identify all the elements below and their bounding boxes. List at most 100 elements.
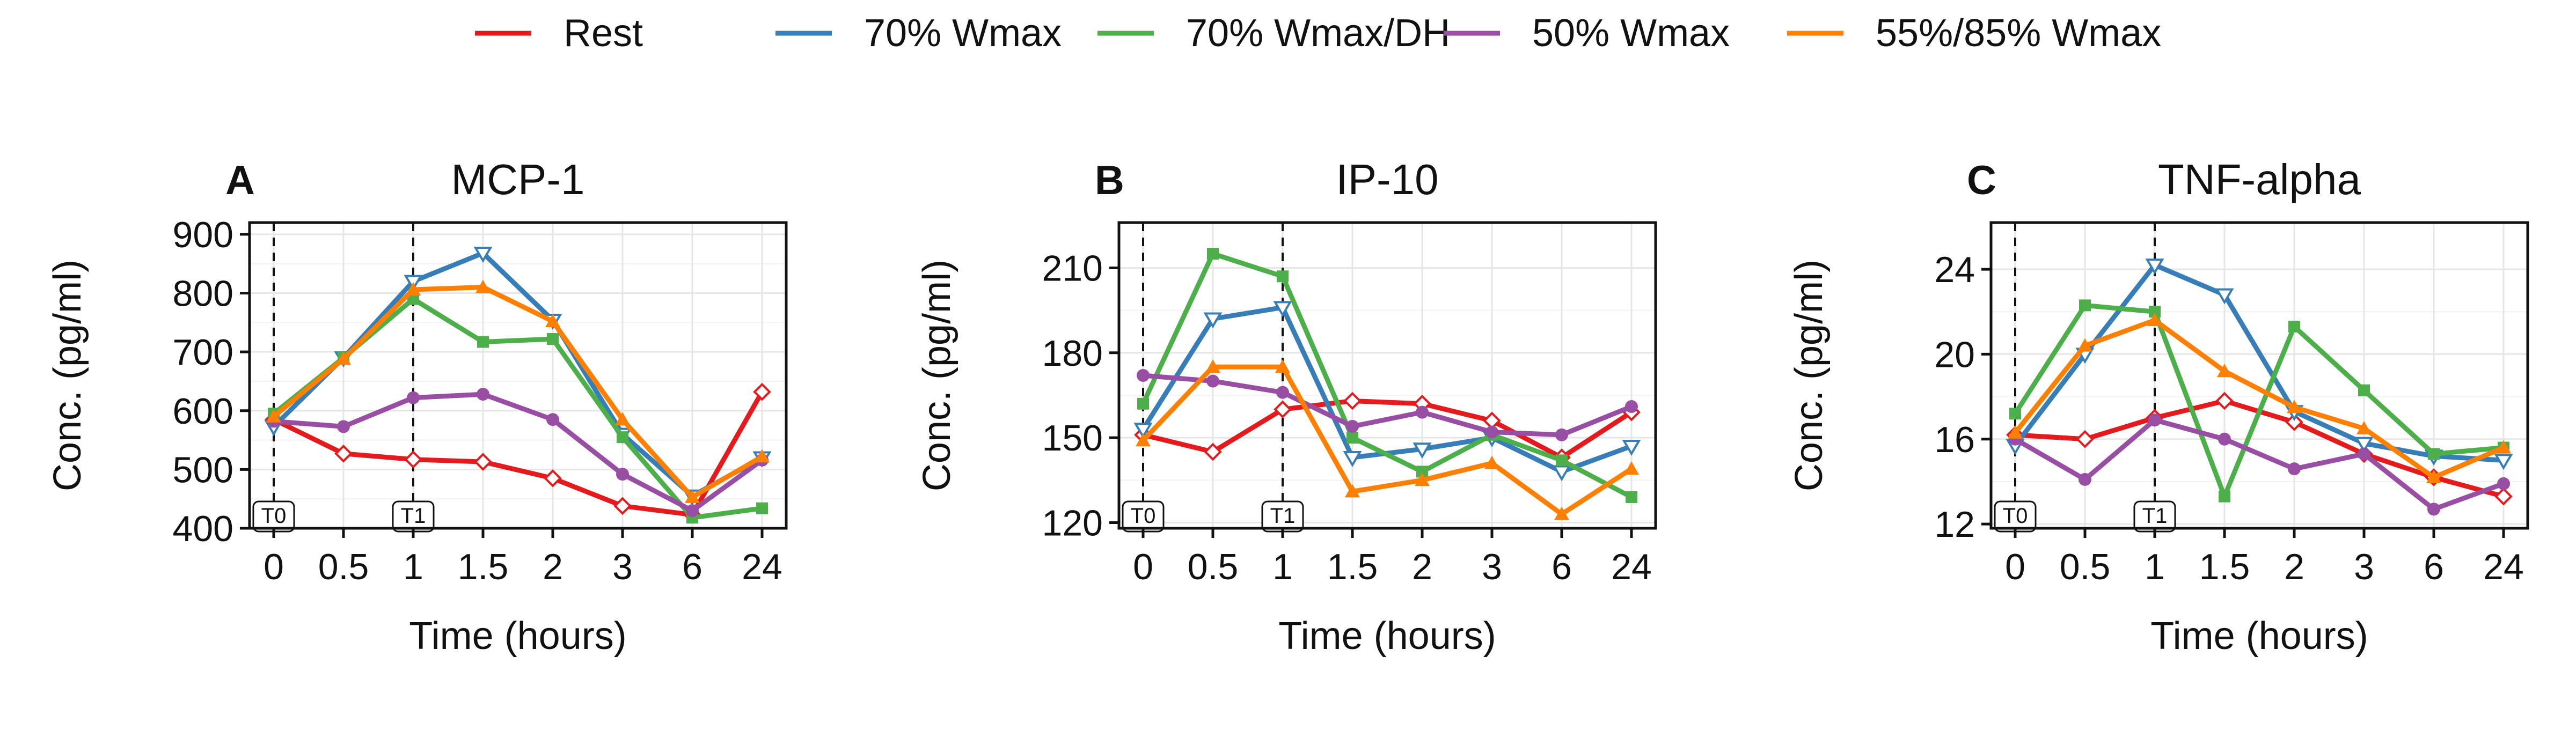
data-point — [1415, 472, 1430, 486]
time-marker-label: T0 — [2003, 504, 2028, 528]
series-line — [1142, 398, 1633, 460]
data-point — [2219, 490, 2230, 503]
data-point — [616, 468, 629, 481]
series-line — [272, 250, 764, 499]
y-tick-label: 120 — [1042, 503, 1103, 543]
series-line — [2013, 302, 2504, 499]
data-point — [547, 333, 559, 345]
data-point — [334, 444, 353, 463]
data-point — [1137, 397, 1149, 410]
data-point — [2145, 259, 2164, 275]
data-point — [1625, 400, 1638, 414]
data-point — [2076, 430, 2094, 448]
data-point — [2357, 420, 2372, 434]
data-point — [474, 453, 492, 471]
y-tick-label: 900 — [173, 215, 233, 255]
grid — [250, 223, 786, 529]
y-tick-label: 24 — [1934, 249, 1975, 290]
y-tick-label: 180 — [1042, 333, 1103, 374]
data-point — [1554, 506, 1569, 520]
plot-frame — [248, 221, 788, 530]
data-point — [1622, 439, 1641, 456]
legend-entry: Rest — [475, 12, 643, 55]
legend-entry: 50% Wmax — [1444, 12, 1730, 55]
y-tick-label: 600 — [173, 391, 233, 432]
data-point — [2215, 288, 2234, 305]
chart-panel-b: T0 T1 120 150 180 210 0 0.5 1 1.5 2 3 6 24 Time (hours… — [916, 156, 1657, 658]
x-tick-label: 0 — [264, 547, 284, 587]
series-line — [1140, 251, 1633, 499]
data-point — [2426, 470, 2441, 483]
x-tick-label: 1 — [403, 547, 423, 587]
time-marker-label: T1 — [2142, 504, 2168, 528]
series — [1136, 359, 1639, 520]
data-point — [1624, 461, 1639, 475]
x-tick-label: 6 — [2424, 547, 2444, 587]
series — [2008, 313, 2511, 483]
data-point — [1555, 428, 1568, 441]
data-point — [2079, 472, 2091, 486]
y-axis-title: Conc. (pg/ml) — [46, 260, 89, 491]
time-marker-label: T0 — [261, 504, 287, 528]
series-line — [273, 390, 764, 518]
data-point — [545, 314, 560, 328]
data-point — [2079, 299, 2091, 312]
x-axis-title: Time (hours) — [1278, 615, 1496, 658]
data-point — [1552, 465, 1571, 482]
data-point — [2288, 462, 2301, 476]
x-tick-label: 24 — [742, 547, 782, 587]
x-tick-label: 24 — [2483, 547, 2524, 587]
data-point — [2287, 400, 2302, 414]
data-point — [2497, 477, 2510, 490]
data-point — [1345, 484, 1360, 498]
plot-frame — [1989, 221, 2529, 530]
data-point — [406, 282, 421, 296]
data-point — [2218, 432, 2231, 446]
x-tick-label: 6 — [1552, 547, 1572, 587]
data-point — [2285, 413, 2303, 431]
data-point — [1556, 454, 1568, 467]
data-point — [2148, 414, 2161, 427]
data-point — [1203, 312, 1223, 329]
data-point — [544, 469, 562, 488]
series — [264, 247, 772, 506]
data-point — [615, 412, 630, 426]
data-point — [2149, 306, 2161, 318]
chart-panel-c: T0 T1 12 16 20 24 0 0.5 1 1.5 2 3 6 24 Time (hours) Con… — [1788, 156, 2529, 658]
series-line — [2014, 417, 2505, 512]
series-line — [1143, 373, 1633, 438]
x-tick-label: 3 — [1482, 547, 1502, 587]
data-point — [1204, 442, 1222, 461]
data-point — [686, 504, 699, 518]
legend-label: 70% Wmax/DH — [1186, 12, 1450, 55]
series-line — [2013, 317, 2505, 480]
data-point — [2494, 487, 2513, 506]
series-line — [273, 392, 764, 513]
data-point — [2358, 384, 2370, 396]
legend-entry: 70% Wmax — [775, 12, 1062, 55]
data-point — [2358, 447, 2370, 461]
legend-entry: 70% Wmax/DH — [1097, 12, 1450, 55]
data-point — [2077, 338, 2092, 352]
x-axis-title: Time (hours) — [2150, 615, 2368, 658]
data-point — [2427, 503, 2440, 516]
plot-frame — [1117, 221, 1657, 530]
data-point — [1133, 423, 1153, 439]
x-axis-title: Time (hours) — [409, 615, 626, 658]
data-point — [477, 388, 489, 401]
data-point — [2008, 425, 2023, 439]
data-point — [546, 413, 559, 426]
data-point — [2428, 448, 2440, 460]
panel-letter: C — [1967, 158, 1996, 203]
data-point — [2009, 408, 2021, 420]
data-point — [2215, 392, 2234, 410]
data-point — [2496, 440, 2511, 454]
data-point — [1136, 433, 1151, 447]
legend-label: 50% Wmax — [1532, 12, 1730, 55]
data-point — [2354, 437, 2374, 453]
x-tick-label: 1 — [1272, 547, 1293, 587]
data-point — [755, 449, 770, 463]
y-tick-label: 800 — [173, 274, 233, 314]
chart-title: IP-10 — [1336, 156, 1438, 203]
data-point — [1485, 425, 1498, 439]
